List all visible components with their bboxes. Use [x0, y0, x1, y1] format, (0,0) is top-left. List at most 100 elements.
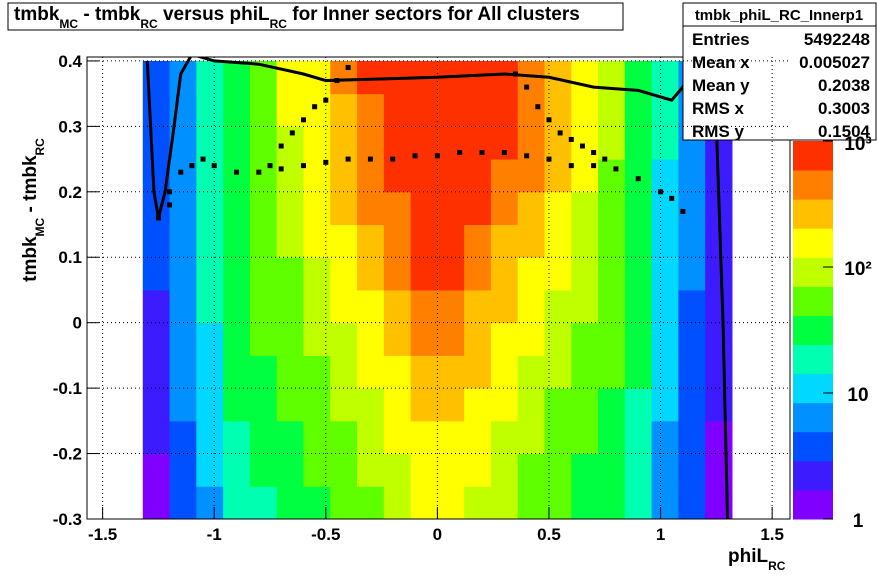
cell: [410, 453, 438, 487]
point: [312, 104, 318, 110]
heatmap: [142, 60, 733, 519]
cell: [169, 388, 197, 422]
cell: [383, 453, 412, 487]
cell: [223, 322, 251, 356]
cell: [517, 388, 546, 422]
cell: [517, 289, 546, 324]
stats-key: Mean y: [692, 76, 750, 95]
cell: [517, 257, 546, 291]
point: [367, 156, 373, 162]
cell: [437, 224, 465, 258]
cell: [330, 60, 358, 95]
cell: [357, 224, 385, 258]
cell: [357, 420, 385, 455]
label-part: - tmbk: [20, 155, 41, 218]
cell: [464, 60, 492, 95]
cell: [249, 322, 278, 356]
point: [267, 163, 273, 169]
cell: [651, 191, 679, 226]
cell: [330, 224, 358, 258]
colorbar-step: [793, 286, 833, 316]
plot-frame: [86, 56, 791, 520]
cell: [517, 453, 546, 487]
cell: [651, 355, 679, 389]
cell: [276, 453, 304, 487]
cell: [142, 355, 171, 389]
cell: [383, 322, 412, 356]
cell: [624, 224, 653, 258]
cell: [330, 289, 358, 324]
z-tick-label: 1: [853, 511, 864, 532]
point: [200, 156, 206, 162]
cell: [678, 420, 706, 455]
point: [546, 117, 552, 123]
cell: [249, 420, 278, 455]
stats-title: tmbk_phiL_RC_Innerp1: [695, 7, 863, 24]
cell: [598, 191, 626, 226]
cell: [437, 289, 465, 324]
cell: [571, 93, 599, 127]
cell: [464, 388, 492, 422]
point: [256, 169, 262, 175]
cell: [624, 486, 653, 519]
cell: [142, 322, 171, 356]
cell: [464, 322, 492, 356]
cell: [276, 93, 304, 127]
point: [167, 202, 173, 208]
cell: [705, 289, 733, 324]
colorbar-step: [793, 141, 833, 171]
label-part: phiL: [728, 546, 768, 567]
point: [390, 156, 396, 162]
cell: [624, 159, 653, 193]
cell: [223, 126, 251, 160]
point: [278, 166, 284, 172]
cell: [223, 159, 251, 193]
cell: [678, 486, 706, 519]
cell: [330, 420, 358, 455]
title-box: [7, 2, 624, 31]
cell: [490, 224, 519, 258]
cell: [651, 486, 679, 519]
cell: [357, 159, 385, 193]
cell: [303, 224, 331, 258]
x-tick-label: -0.5: [311, 525, 340, 544]
y-axis-label: tmbkMC - tmbkRC: [20, 138, 47, 282]
cell: [598, 257, 626, 291]
cell: [678, 355, 706, 389]
point: [501, 150, 507, 156]
cell: [223, 289, 251, 324]
cell: [196, 60, 224, 95]
cell: [196, 322, 224, 356]
cell: [357, 486, 385, 519]
cell: [196, 159, 224, 193]
cell: [571, 191, 599, 226]
colorbar-step: [793, 228, 833, 258]
cell: [490, 257, 519, 291]
cell: [330, 126, 358, 160]
cell: [196, 93, 224, 127]
cell: [571, 60, 599, 95]
cell: [651, 420, 679, 455]
stats-key: Entries: [692, 30, 750, 49]
point: [289, 130, 295, 136]
cell: [624, 388, 653, 422]
cell: [357, 93, 385, 127]
cell: [223, 355, 251, 389]
cell: [598, 486, 626, 519]
cell: [383, 159, 412, 193]
cell: [464, 257, 492, 291]
cell: [490, 453, 519, 487]
cell: [598, 224, 626, 258]
cell: [303, 420, 331, 455]
x-tick-label: 1: [656, 525, 665, 544]
cell: [357, 453, 385, 487]
point: [591, 150, 597, 156]
cell: [464, 224, 492, 258]
cell: [303, 486, 331, 519]
cell: [678, 322, 706, 356]
label-part: tmbk: [20, 236, 41, 282]
x-tick-label: 0.5: [537, 525, 561, 544]
cell: [223, 60, 251, 95]
point: [300, 117, 306, 123]
x-tick-label: -1: [207, 525, 222, 544]
